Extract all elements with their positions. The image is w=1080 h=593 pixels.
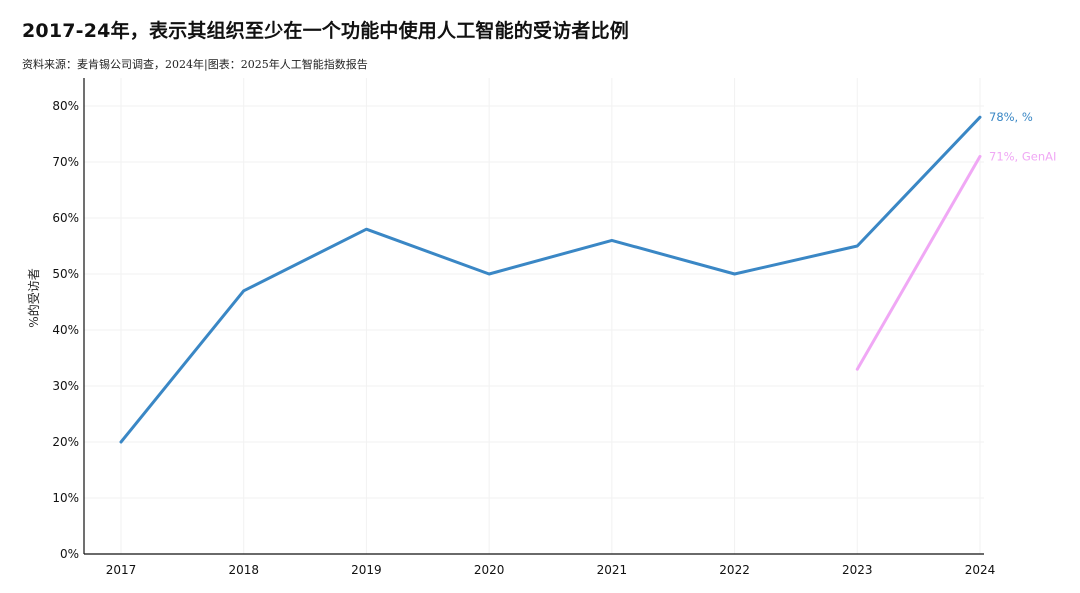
y-axis-label: %的受访者: [26, 268, 41, 327]
x-tick-label: 2021: [597, 563, 628, 577]
y-tick-label: 40%: [52, 323, 79, 337]
x-tick-label: 2024: [965, 563, 996, 577]
y-tick-label: 20%: [52, 435, 79, 449]
x-tick-label: 2020: [474, 563, 505, 577]
end-labels: 78%, % 71%, GenAI: [989, 110, 1056, 163]
y-tick-labels: 0% 10% 20% 30% 40% 50% 60% 70% 80%: [52, 99, 79, 561]
y-tick-label: 10%: [52, 491, 79, 505]
y-tick-label: 0%: [60, 547, 79, 561]
series-2-end-label: 71%, GenAI: [989, 149, 1056, 163]
series-2-line: [855, 154, 982, 371]
y-tick-label: 70%: [52, 155, 79, 169]
axes: [83, 78, 984, 555]
series-lines: [119, 115, 982, 444]
y-tick-label: 30%: [52, 379, 79, 393]
chart-source: 资料来源：麦肯锡公司调查，2024年|图表：2025年人工智能指数报告: [22, 58, 368, 71]
chart-title: 2017-24年，表示其组织至少在一个功能中使用人工智能的受访者比例: [22, 20, 630, 42]
y-tick-label: 80%: [52, 99, 79, 113]
x-tick-label: 2019: [351, 563, 382, 577]
y-tick-label: 50%: [52, 267, 79, 281]
grid-lines: [84, 78, 984, 554]
y-tick-label: 60%: [52, 211, 79, 225]
x-tick-label: 2023: [842, 563, 873, 577]
x-tick-label: 2022: [719, 563, 750, 577]
series-1-line: [119, 115, 982, 444]
x-tick-labels: 2017 2018 2019 2020 2021 2022 2023 2024: [106, 563, 996, 577]
x-tick-label: 2018: [228, 563, 259, 577]
x-tick-label: 2017: [106, 563, 137, 577]
series-1-end-label: 78%, %: [989, 110, 1033, 124]
